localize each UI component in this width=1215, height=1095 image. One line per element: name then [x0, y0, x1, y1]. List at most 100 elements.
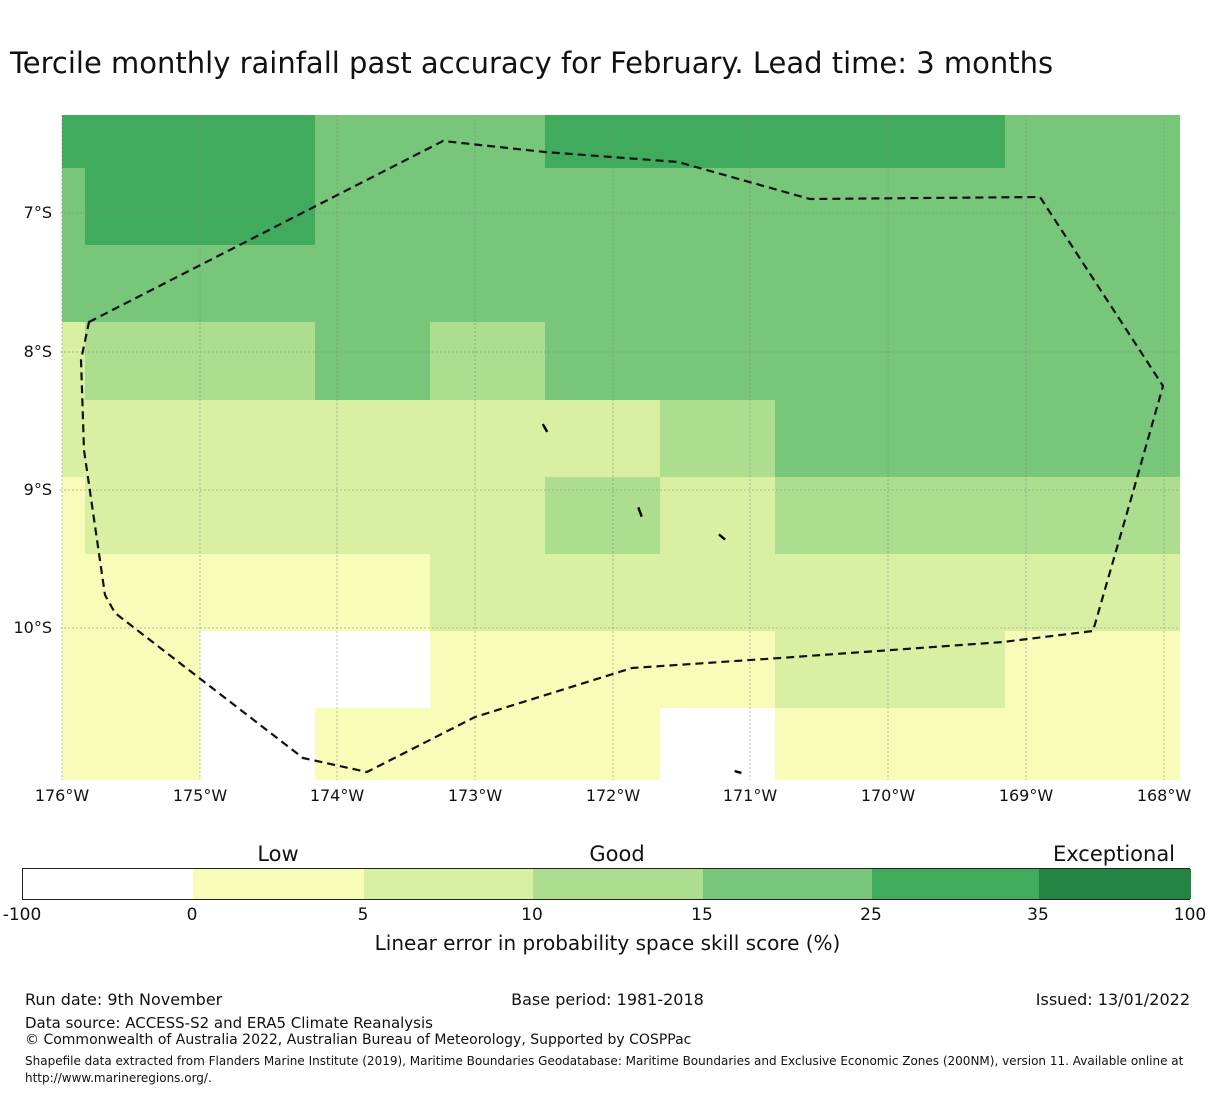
heatmap-cell: [775, 322, 890, 400]
heatmap-cell: [1005, 245, 1120, 322]
heatmap-cell: [200, 631, 315, 708]
colorbar-tick-label: 5: [357, 905, 369, 925]
heatmap-cell: [545, 115, 660, 168]
heatmap-cell: [890, 322, 1005, 400]
colorbar-segment: [364, 869, 533, 899]
heatmap-cell: [85, 708, 200, 780]
heatmap-cell: [85, 322, 200, 400]
heatmap-cell: [315, 168, 430, 245]
island-mark: [734, 769, 742, 775]
heatmap-cell: [315, 708, 430, 780]
colorbar-segment: [872, 869, 1039, 899]
heatmap-cell: [660, 168, 775, 245]
colorbar-tick-label: 35: [1027, 905, 1049, 925]
heatmap-cell: [890, 245, 1005, 322]
heatmap-cell: [315, 245, 430, 322]
heatmap-cell: [660, 477, 775, 554]
heatmap-cell: [775, 400, 890, 477]
heatmap-cell: [315, 115, 430, 168]
heatmap-cell: [430, 400, 545, 477]
heatmap-cell: [775, 477, 890, 554]
heatmap-cell: [200, 168, 315, 245]
colorbar: [22, 868, 1191, 900]
colorbar-segment: [1039, 869, 1191, 899]
colorbar-category-label: Low: [257, 842, 299, 866]
heatmap-cell: [62, 477, 85, 554]
colorbar-segment: [23, 869, 193, 899]
heatmap-cell: [200, 477, 315, 554]
heatmap-cell: [1120, 245, 1180, 322]
colorbar-tick-label: 0: [186, 905, 198, 925]
colorbar-tick-label: 15: [691, 905, 713, 925]
heatmap-cell: [1005, 322, 1120, 400]
heatmap-cell: [430, 477, 545, 554]
colorbar-caption: Linear error in probability space skill …: [374, 931, 841, 955]
page-title: Tercile monthly rainfall past accuracy f…: [10, 46, 1054, 80]
heatmap-cell: [890, 400, 1005, 477]
heatmap-cell: [85, 554, 200, 631]
heatmap-cell: [62, 245, 85, 322]
copyright-text: © Commonwealth of Australia 2022, Austra…: [25, 1032, 692, 1048]
heatmap-cell: [775, 554, 890, 631]
heatmap-cell: [315, 477, 430, 554]
longitude-tick-label: 176°W: [34, 786, 90, 805]
heatmap-cell: [1120, 477, 1180, 554]
heatmap-cell: [660, 115, 775, 168]
longitude-tick-label: 174°W: [309, 786, 365, 805]
heatmap-cell: [200, 115, 315, 168]
latitude-tick-label: 7°S: [23, 203, 52, 222]
latitude-tick-label: 9°S: [23, 480, 52, 499]
heatmap-cell: [62, 168, 85, 245]
longitude-tick-label: 172°W: [585, 786, 641, 805]
colorbar-tick-label: 100: [1173, 905, 1207, 925]
heatmap-cell: [775, 245, 890, 322]
heatmap-cell: [430, 245, 545, 322]
colorbar-segment: [533, 869, 703, 899]
heatmap-cell: [62, 554, 85, 631]
longitude-tick-label: 169°W: [998, 786, 1054, 805]
heatmap-cell: [315, 322, 430, 400]
heatmap-cell: [62, 400, 85, 477]
heatmap-cell: [315, 554, 430, 631]
heatmap-cell: [890, 554, 1005, 631]
heatmap-cell: [85, 115, 200, 168]
heatmap-cell: [85, 477, 200, 554]
heatmap-cell: [660, 554, 775, 631]
colorbar-tick-label: 25: [860, 905, 882, 925]
heatmap-cell: [660, 400, 775, 477]
heatmap-cell: [890, 708, 1005, 780]
heatmap-cell: [775, 631, 890, 708]
heatmap-cell: [775, 115, 890, 168]
data-source-text: Data source: ACCESS-S2 and ERA5 Climate …: [25, 1014, 433, 1032]
map-canvas: [60, 115, 1180, 780]
heatmap-cell: [1005, 631, 1120, 708]
heatmap-cell: [1120, 115, 1180, 168]
heatmap-cell: [545, 708, 660, 780]
heatmap-cell: [660, 708, 775, 780]
issued-date-text: Issued: 13/01/2022: [1035, 990, 1190, 1009]
heatmap-cell: [660, 245, 775, 322]
heatmap-cell: [545, 631, 660, 708]
heatmap-cell: [200, 708, 315, 780]
heatmap-cell: [430, 631, 545, 708]
heatmap-cell: [1005, 400, 1120, 477]
heatmap-cell: [200, 554, 315, 631]
longitude-tick-label: 173°W: [447, 786, 503, 805]
heatmap-cell: [1120, 631, 1180, 708]
longitude-tick-label: 171°W: [722, 786, 778, 805]
heatmap-cell: [1005, 554, 1120, 631]
heatmap-cell: [890, 168, 1005, 245]
heatmap-cell: [200, 322, 315, 400]
shapefile-note-text: Shapefile data extracted from Flanders M…: [25, 1054, 1184, 1086]
longitude-tick-label: 170°W: [860, 786, 916, 805]
heatmap-cell: [1005, 115, 1120, 168]
heatmap-cell: [430, 322, 545, 400]
island-mark: [541, 423, 549, 433]
heatmap-cell: [1120, 400, 1180, 477]
run-date-text: Run date: 9th November: [25, 990, 223, 1009]
heatmap-cell: [545, 400, 660, 477]
heatmap-cell: [890, 477, 1005, 554]
heatmap-cell: [62, 115, 85, 168]
heatmap-cell: [545, 322, 660, 400]
heatmap-cell: [545, 168, 660, 245]
